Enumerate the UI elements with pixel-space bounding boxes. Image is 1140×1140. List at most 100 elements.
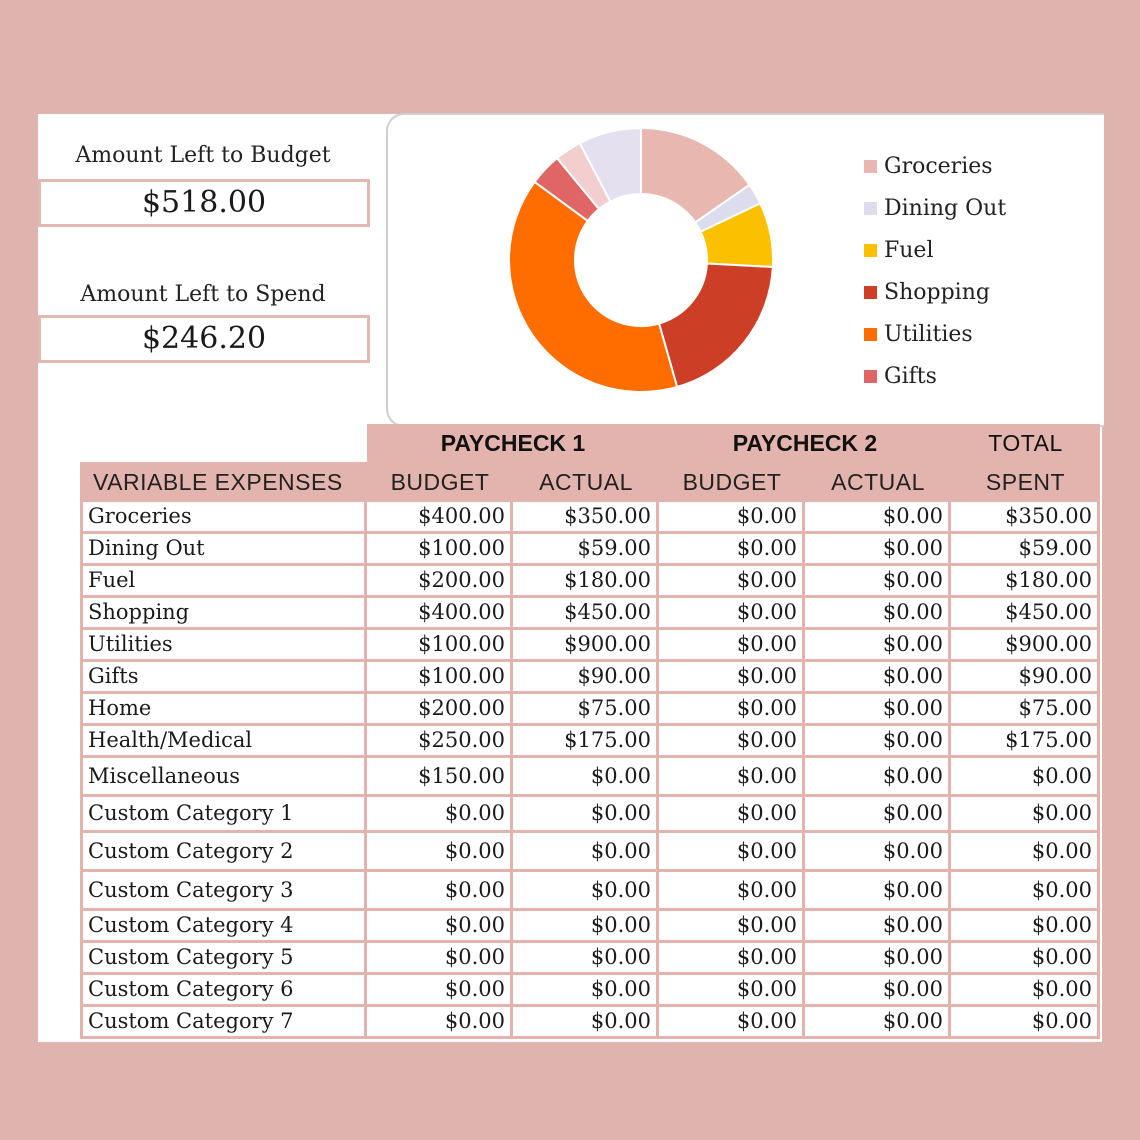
cell-p2-budget[interactable]: $0.00 bbox=[659, 833, 805, 869]
cell-p2-budget[interactable]: $0.00 bbox=[659, 630, 805, 659]
cell-p1-budget[interactable]: $0.00 bbox=[367, 1007, 513, 1036]
cell-p1-budget[interactable]: $0.00 bbox=[367, 797, 513, 830]
cell-category[interactable]: Custom Category 6 bbox=[83, 975, 367, 1004]
cell-total-spent[interactable]: $0.00 bbox=[951, 1007, 1100, 1036]
cell-p2-actual[interactable]: $0.00 bbox=[805, 694, 951, 723]
cell-category[interactable]: Fuel bbox=[83, 566, 367, 595]
cell-p1-budget[interactable]: $0.00 bbox=[367, 943, 513, 972]
cell-p1-budget[interactable]: $0.00 bbox=[367, 872, 513, 908]
cell-p1-actual[interactable]: $90.00 bbox=[513, 662, 659, 691]
cell-p1-actual[interactable]: $900.00 bbox=[513, 630, 659, 659]
cell-p1-actual[interactable]: $0.00 bbox=[513, 758, 659, 794]
cell-p1-actual[interactable]: $180.00 bbox=[513, 566, 659, 595]
cell-p1-budget[interactable]: $0.00 bbox=[367, 833, 513, 869]
cell-p1-budget[interactable]: $0.00 bbox=[367, 911, 513, 940]
cell-p1-actual[interactable]: $59.00 bbox=[513, 534, 659, 563]
cell-p2-actual[interactable]: $0.00 bbox=[805, 943, 951, 972]
cell-p2-actual[interactable]: $0.00 bbox=[805, 598, 951, 627]
cell-p2-budget[interactable]: $0.00 bbox=[659, 758, 805, 794]
cell-total-spent[interactable]: $59.00 bbox=[951, 534, 1100, 563]
cell-total-spent[interactable]: $0.00 bbox=[951, 975, 1100, 1004]
cell-p2-actual[interactable]: $0.00 bbox=[805, 534, 951, 563]
cell-p2-budget[interactable]: $0.00 bbox=[659, 598, 805, 627]
cell-p2-actual[interactable]: $0.00 bbox=[805, 872, 951, 908]
cell-category[interactable]: Shopping bbox=[83, 598, 367, 627]
cell-p1-actual[interactable]: $0.00 bbox=[513, 872, 659, 908]
cell-p2-budget[interactable]: $0.00 bbox=[659, 566, 805, 595]
cell-category[interactable]: Home bbox=[83, 694, 367, 723]
cell-p2-budget[interactable]: $0.00 bbox=[659, 1007, 805, 1036]
cell-p2-budget[interactable]: $0.00 bbox=[659, 694, 805, 723]
cell-p1-actual[interactable]: $450.00 bbox=[513, 598, 659, 627]
cell-p1-budget[interactable]: $100.00 bbox=[367, 534, 513, 563]
table-row: Home $200.00 $75.00 $0.00 $0.00 $75.00 bbox=[83, 694, 1100, 726]
cell-p2-budget[interactable]: $0.00 bbox=[659, 872, 805, 908]
cell-p1-budget[interactable]: $200.00 bbox=[367, 694, 513, 723]
cell-category[interactable]: Miscellaneous bbox=[83, 758, 367, 794]
cell-p2-actual[interactable]: $0.00 bbox=[805, 566, 951, 595]
cell-p2-actual[interactable]: $0.00 bbox=[805, 975, 951, 1004]
cell-category[interactable]: Custom Category 4 bbox=[83, 911, 367, 940]
cell-category[interactable]: Custom Category 2 bbox=[83, 833, 367, 869]
cell-total-spent[interactable]: $75.00 bbox=[951, 694, 1100, 723]
cell-category[interactable]: Custom Category 3 bbox=[83, 872, 367, 908]
cell-total-spent[interactable]: $0.00 bbox=[951, 758, 1100, 794]
cell-category[interactable]: Health/Medical bbox=[83, 726, 367, 755]
cell-category[interactable]: Gifts bbox=[83, 662, 367, 691]
cell-p1-budget[interactable]: $250.00 bbox=[367, 726, 513, 755]
cell-p1-budget[interactable]: $100.00 bbox=[367, 662, 513, 691]
cell-total-spent[interactable]: $180.00 bbox=[951, 566, 1100, 595]
cell-p2-actual[interactable]: $0.00 bbox=[805, 758, 951, 794]
cell-p2-budget[interactable]: $0.00 bbox=[659, 502, 805, 531]
cell-p2-actual[interactable]: $0.00 bbox=[805, 797, 951, 830]
cell-p1-budget[interactable]: $400.00 bbox=[367, 598, 513, 627]
cell-p1-budget[interactable]: $200.00 bbox=[367, 566, 513, 595]
cell-total-spent[interactable]: $0.00 bbox=[951, 943, 1100, 972]
cell-p2-budget[interactable]: $0.00 bbox=[659, 726, 805, 755]
cell-p2-actual[interactable]: $0.00 bbox=[805, 726, 951, 755]
cell-p1-actual[interactable]: $0.00 bbox=[513, 797, 659, 830]
cell-p1-actual[interactable]: $75.00 bbox=[513, 694, 659, 723]
cell-p1-actual[interactable]: $0.00 bbox=[513, 911, 659, 940]
cell-p1-actual[interactable]: $0.00 bbox=[513, 833, 659, 869]
left-to-budget-value[interactable]: $518.00 bbox=[38, 179, 370, 227]
left-to-spend-value[interactable]: $246.20 bbox=[38, 315, 370, 363]
cell-p1-actual[interactable]: $0.00 bbox=[513, 975, 659, 1004]
cell-p1-actual[interactable]: $175.00 bbox=[513, 726, 659, 755]
cell-p2-budget[interactable]: $0.00 bbox=[659, 534, 805, 563]
cell-category[interactable]: Groceries bbox=[83, 502, 367, 531]
cell-p2-budget[interactable]: $0.00 bbox=[659, 797, 805, 830]
cell-p2-actual[interactable]: $0.00 bbox=[805, 662, 951, 691]
cell-category[interactable]: Custom Category 1 bbox=[83, 797, 367, 830]
cell-p1-budget[interactable]: $100.00 bbox=[367, 630, 513, 659]
cell-p2-budget[interactable]: $0.00 bbox=[659, 662, 805, 691]
cell-p2-actual[interactable]: $0.00 bbox=[805, 1007, 951, 1036]
cell-p2-budget[interactable]: $0.00 bbox=[659, 975, 805, 1004]
cell-category[interactable]: Custom Category 7 bbox=[83, 1007, 367, 1036]
cell-category[interactable]: Utilities bbox=[83, 630, 367, 659]
cell-p2-actual[interactable]: $0.00 bbox=[805, 630, 951, 659]
cell-p1-actual[interactable]: $0.00 bbox=[513, 943, 659, 972]
cell-p1-budget[interactable]: $150.00 bbox=[367, 758, 513, 794]
cell-p2-actual[interactable]: $0.00 bbox=[805, 911, 951, 940]
cell-total-spent[interactable]: $0.00 bbox=[951, 833, 1100, 869]
cell-total-spent[interactable]: $90.00 bbox=[951, 662, 1100, 691]
expense-donut-chart bbox=[508, 127, 774, 393]
cell-p2-actual[interactable]: $0.00 bbox=[805, 833, 951, 869]
cell-p1-budget[interactable]: $0.00 bbox=[367, 975, 513, 1004]
cell-category[interactable]: Custom Category 5 bbox=[83, 943, 367, 972]
cell-p1-actual[interactable]: $350.00 bbox=[513, 502, 659, 531]
cell-p1-actual[interactable]: $0.00 bbox=[513, 1007, 659, 1036]
cell-total-spent[interactable]: $900.00 bbox=[951, 630, 1100, 659]
cell-total-spent[interactable]: $0.00 bbox=[951, 911, 1100, 940]
cell-total-spent[interactable]: $450.00 bbox=[951, 598, 1100, 627]
cell-p1-budget[interactable]: $400.00 bbox=[367, 502, 513, 531]
cell-category[interactable]: Dining Out bbox=[83, 534, 367, 563]
cell-total-spent[interactable]: $0.00 bbox=[951, 872, 1100, 908]
cell-p2-budget[interactable]: $0.00 bbox=[659, 943, 805, 972]
cell-total-spent[interactable]: $350.00 bbox=[951, 502, 1100, 531]
cell-p2-budget[interactable]: $0.00 bbox=[659, 911, 805, 940]
cell-p2-actual[interactable]: $0.00 bbox=[805, 502, 951, 531]
cell-total-spent[interactable]: $175.00 bbox=[951, 726, 1100, 755]
cell-total-spent[interactable]: $0.00 bbox=[951, 797, 1100, 830]
